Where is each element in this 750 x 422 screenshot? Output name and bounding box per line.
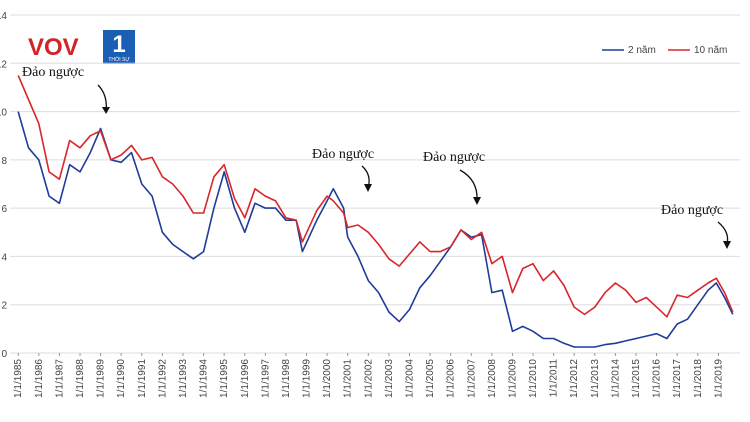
x-tick-label: 1/1/1985 bbox=[13, 359, 24, 398]
logo-box bbox=[103, 30, 135, 64]
x-tick-label: 1/1/2016 bbox=[652, 359, 663, 398]
arrow-head bbox=[473, 197, 481, 205]
x-tick-label: 1/1/2013 bbox=[590, 359, 601, 398]
x-tick-label: 1/1/2015 bbox=[631, 359, 642, 398]
logo: VOV 1 THỜI SỰ bbox=[28, 30, 135, 64]
annotation: Đảo ngược bbox=[661, 203, 723, 218]
x-tick-label: 1/1/2011 bbox=[549, 359, 560, 398]
x-tick-label: 1/1/1988 bbox=[75, 359, 86, 398]
x-tick-label: 1/1/1987 bbox=[54, 359, 65, 398]
x-tick-label: 1/1/1993 bbox=[178, 359, 189, 398]
x-tick-label: 1/1/2002 bbox=[363, 359, 374, 398]
arrow-head bbox=[364, 184, 372, 192]
y-tick-label: 12 bbox=[0, 59, 7, 70]
y-tick-label: 8 bbox=[1, 156, 7, 167]
x-tick-label: 1/1/2014 bbox=[610, 359, 621, 398]
x-tick-label: 1/1/1994 bbox=[199, 359, 210, 398]
x-tick-label: 1/1/1991 bbox=[137, 359, 148, 398]
x-tick-label: 1/1/2010 bbox=[528, 359, 539, 398]
arrow bbox=[717, 221, 729, 245]
x-tick-label: 1/1/2007 bbox=[466, 359, 477, 398]
y-tick-label: 6 bbox=[1, 204, 7, 215]
x-tick-label: 1/1/2001 bbox=[343, 359, 354, 398]
y-tick-label: 0 bbox=[1, 349, 7, 360]
x-tick-label: 1/1/2019 bbox=[713, 359, 724, 398]
x-tick-label: 1/1/1998 bbox=[281, 359, 292, 398]
x-tick-label: 1/1/1995 bbox=[219, 359, 230, 398]
x-tick-label: 1/1/2009 bbox=[507, 359, 518, 398]
logo-channel: 1 bbox=[112, 31, 125, 58]
x-tick-label: 1/1/1996 bbox=[240, 359, 251, 398]
x-tick-label: 1/1/1986 bbox=[34, 359, 45, 398]
y-tick-label: 14 bbox=[0, 11, 7, 22]
x-tick-label: 1/1/1997 bbox=[260, 359, 271, 398]
x-tick-label: 1/1/2017 bbox=[672, 359, 683, 398]
annotation: Đảo ngược bbox=[22, 65, 84, 80]
series-line bbox=[17, 75, 734, 318]
arrow-head bbox=[723, 241, 731, 249]
x-tick-label: 1/1/2018 bbox=[693, 359, 704, 398]
x-tick-label: 1/1/1990 bbox=[116, 359, 127, 398]
x-tick-label: 1/1/2008 bbox=[487, 359, 498, 398]
x-tick-label: 1/1/1992 bbox=[157, 359, 168, 398]
series-line bbox=[17, 111, 734, 348]
x-tick-label: 1/1/2006 bbox=[446, 359, 457, 398]
legend-label: 10 năm bbox=[694, 45, 727, 56]
logo-brand: VOV bbox=[28, 34, 79, 61]
y-tick-label: 10 bbox=[0, 108, 7, 119]
annotation: Đảo ngược bbox=[423, 150, 485, 165]
x-tick-label: 1/1/2004 bbox=[404, 359, 415, 398]
y-tick-label: 4 bbox=[1, 252, 7, 263]
x-tick-label: 1/1/2005 bbox=[425, 359, 436, 398]
annotation: Đảo ngược bbox=[312, 147, 374, 162]
x-tick-label: 1/1/2012 bbox=[569, 359, 580, 398]
arrow-head bbox=[102, 107, 110, 114]
logo-tag: THỜI SỰ bbox=[108, 56, 130, 63]
x-tick-label: 1/1/2000 bbox=[322, 359, 333, 398]
x-tick-label: 1/1/2003 bbox=[384, 359, 395, 398]
annotations: Đảo ngược Đảo ngược Đảo ngược Đảo ngược bbox=[22, 65, 731, 249]
x-tick-label: 1/1/1999 bbox=[302, 359, 313, 398]
legend-label: 2 năm bbox=[628, 45, 656, 56]
plot: 0 2 4 6 8 10 12 14 1/1/1985 1/1/1986 1/1/1987 1/1/1… bbox=[0, 11, 740, 398]
y-tick-label: 2 bbox=[1, 301, 7, 312]
x-tick-label: 1/1/1989 bbox=[96, 359, 107, 398]
arrow bbox=[459, 169, 478, 201]
